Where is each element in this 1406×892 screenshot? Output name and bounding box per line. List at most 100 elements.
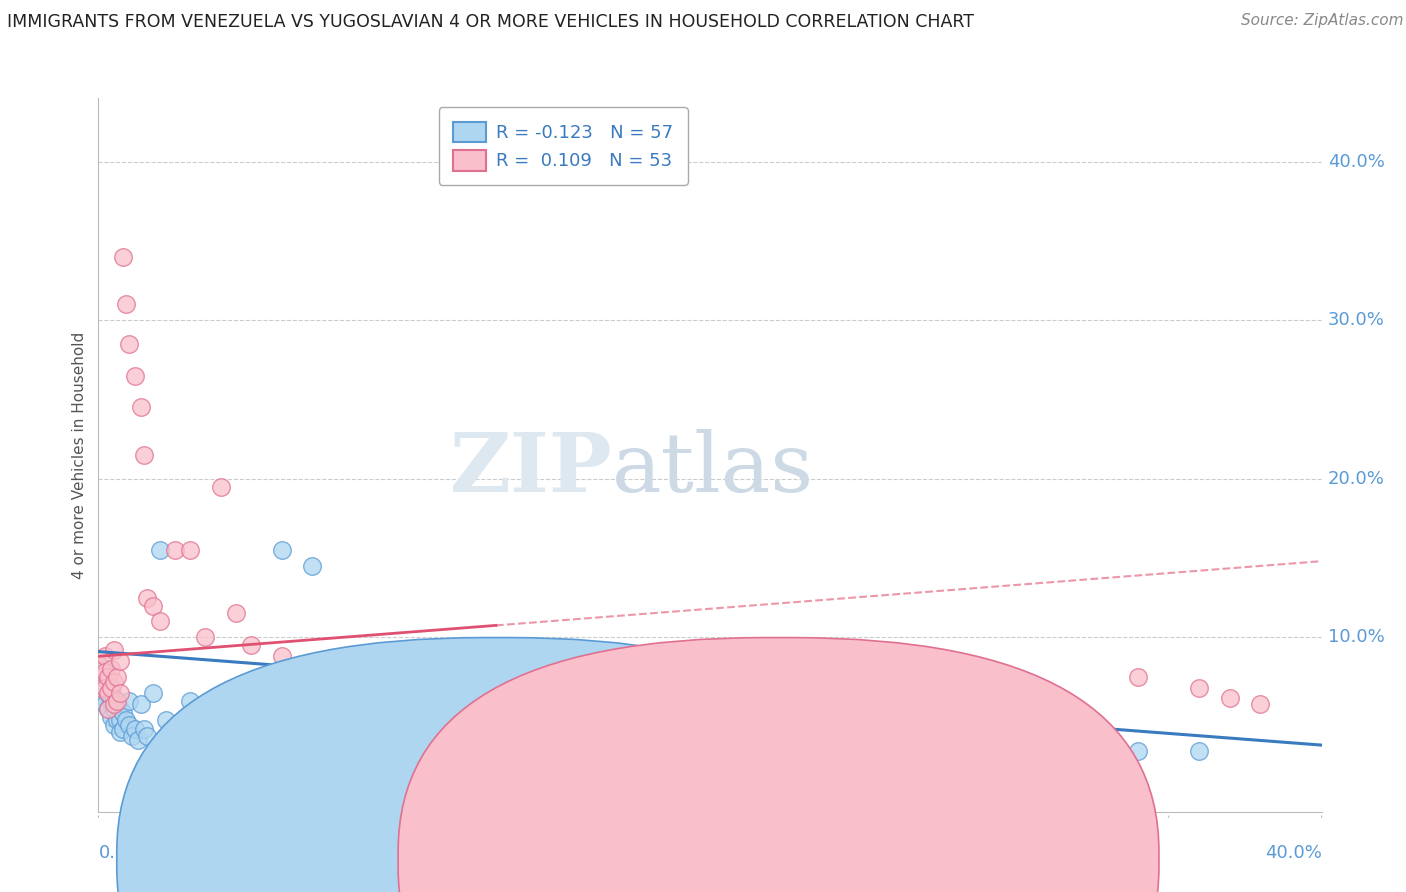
Point — [270, 649, 292, 664]
Text: ZIP: ZIP — [450, 429, 612, 509]
Point — [97, 686, 120, 700]
Point — [546, 733, 568, 747]
Point — [163, 543, 186, 558]
Point — [1188, 744, 1211, 758]
Point — [108, 725, 131, 739]
Point — [105, 697, 128, 711]
Point — [105, 713, 128, 727]
Point — [97, 674, 120, 689]
Text: IMMIGRANTS FROM VENEZUELA VS YUGOSLAVIAN 4 OR MORE VEHICLES IN HOUSEHOLD CORRELA: IMMIGRANTS FROM VENEZUELA VS YUGOSLAVIAN… — [7, 13, 974, 31]
FancyBboxPatch shape — [117, 638, 877, 892]
Point — [363, 701, 385, 715]
Point — [194, 729, 217, 743]
Text: 10.0%: 10.0% — [1327, 628, 1385, 647]
Point — [93, 649, 115, 664]
Point — [124, 723, 146, 737]
Point — [118, 717, 141, 731]
Point — [97, 686, 120, 700]
Point — [100, 681, 122, 695]
Point — [90, 670, 112, 684]
Point — [423, 723, 446, 737]
Point — [240, 681, 263, 695]
Point — [134, 723, 156, 737]
Point — [93, 681, 115, 695]
Point — [93, 670, 115, 684]
Point — [194, 630, 217, 644]
Point — [100, 694, 122, 708]
Point — [155, 713, 177, 727]
Point — [97, 701, 120, 715]
Point — [90, 686, 112, 700]
Point — [93, 690, 115, 705]
FancyBboxPatch shape — [398, 638, 1159, 892]
Point — [363, 670, 385, 684]
Point — [108, 713, 131, 727]
Point — [90, 678, 112, 692]
Point — [136, 729, 159, 743]
Point — [759, 729, 782, 743]
Point — [179, 694, 201, 708]
Point — [759, 760, 782, 774]
Point — [97, 670, 120, 684]
Point — [108, 654, 131, 668]
Point — [103, 690, 125, 705]
Point — [111, 723, 134, 737]
Point — [332, 665, 354, 680]
Point — [105, 694, 128, 708]
Point — [100, 681, 122, 695]
Point — [127, 733, 149, 747]
Point — [134, 448, 156, 462]
Legend: R = -0.123   N = 57, R =  0.109   N = 53: R = -0.123 N = 57, R = 0.109 N = 53 — [439, 107, 688, 185]
Point — [1066, 760, 1088, 774]
Point — [225, 607, 247, 621]
Y-axis label: 4 or more Vehicles in Household: 4 or more Vehicles in Household — [72, 331, 87, 579]
Point — [699, 757, 721, 772]
Point — [332, 681, 354, 695]
Point — [100, 709, 122, 723]
Point — [1188, 681, 1211, 695]
Point — [103, 697, 125, 711]
Point — [111, 706, 134, 721]
Text: atlas: atlas — [612, 429, 814, 509]
Point — [270, 543, 292, 558]
Point — [115, 713, 138, 727]
Text: 40.0%: 40.0% — [1265, 844, 1322, 862]
Point — [90, 681, 112, 695]
Point — [142, 686, 165, 700]
Point — [240, 638, 263, 652]
Point — [576, 701, 599, 715]
Point — [124, 368, 146, 383]
Point — [103, 643, 125, 657]
Point — [118, 337, 141, 351]
Point — [105, 670, 128, 684]
Point — [576, 749, 599, 764]
Point — [516, 697, 538, 711]
Point — [392, 713, 416, 727]
Point — [93, 662, 115, 676]
Point — [454, 690, 477, 705]
Point — [97, 701, 120, 715]
Point — [485, 701, 508, 715]
Point — [93, 665, 115, 680]
Point — [392, 681, 416, 695]
Text: 40.0%: 40.0% — [1327, 153, 1385, 170]
Point — [1249, 697, 1271, 711]
Point — [301, 658, 323, 673]
Text: Immigrants from Venezuela: Immigrants from Venezuela — [520, 851, 751, 869]
Point — [90, 658, 112, 673]
Point — [179, 543, 201, 558]
Point — [1128, 744, 1150, 758]
Point — [108, 686, 131, 700]
Point — [103, 701, 125, 715]
Point — [103, 674, 125, 689]
Point — [108, 701, 131, 715]
Point — [1128, 670, 1150, 684]
Text: 30.0%: 30.0% — [1327, 311, 1385, 329]
Point — [699, 723, 721, 737]
Point — [103, 717, 125, 731]
Text: Yugoslavians: Yugoslavians — [801, 851, 908, 869]
Point — [1004, 754, 1026, 768]
Point — [118, 694, 141, 708]
Point — [209, 733, 232, 747]
Point — [100, 662, 122, 676]
